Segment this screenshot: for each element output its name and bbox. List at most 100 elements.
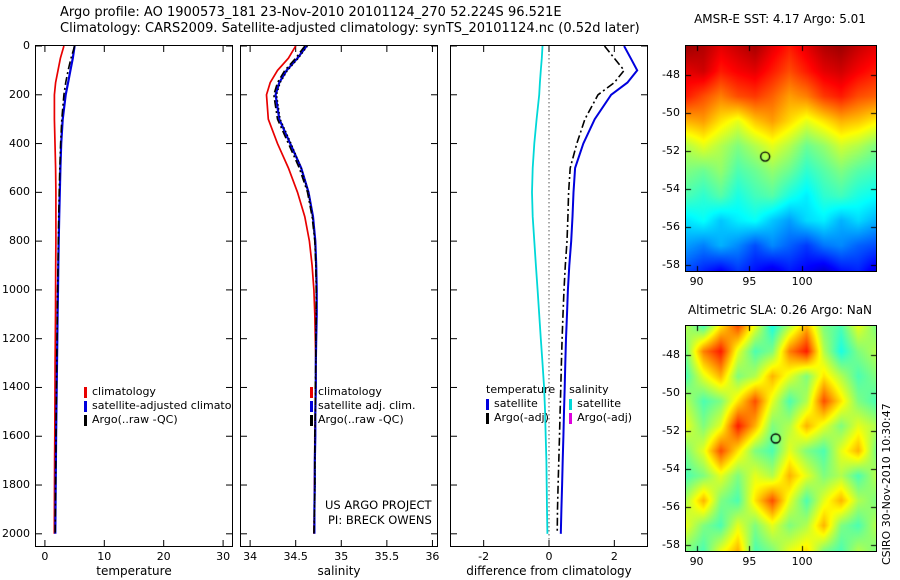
sst-map: 90 95 100 -48 -50 -52 -54 -56 -58 [662, 45, 877, 288]
legend-swatch [310, 400, 313, 412]
legend-item: satellite-adjusted climatology [84, 399, 231, 413]
series-satellite-adj-clim- [274, 46, 318, 534]
legend-item: Argo(..raw -QC) [84, 413, 231, 427]
legend-swatch [84, 400, 87, 412]
legend-label: Argo(..raw -QC) [318, 413, 404, 426]
temperature_profile-plot [36, 46, 232, 546]
difference-legend: temperature satellite Argo(-adj) salinity sa… [486, 383, 632, 425]
difference-profile-panel: -2 0 2 difference from climatology [450, 45, 648, 578]
series-climatology [265, 46, 317, 534]
legend-header: salinity [569, 383, 609, 396]
series-argo-raw-qc- [272, 46, 317, 534]
page-title: Argo profile: AO 1900573_181 23-Nov-2010… [60, 5, 562, 20]
tick-label: 36 [425, 550, 440, 563]
salinity-legend: climatology satellite adj. clim. Argo(..ra… [310, 385, 415, 427]
tick-label: 2000 [2, 526, 30, 540]
legend-label: climatology [92, 385, 156, 398]
pi-annotation: PI: BRECK OWENS [328, 513, 432, 527]
tick-label: -58 [662, 258, 680, 272]
legend-item: satellite adj. clim. [310, 399, 415, 413]
legend-item: climatology [310, 385, 415, 399]
legend-label: satellite adj. clim. [318, 399, 416, 412]
salinity-profile-panel: 34 34.5 35 35.5 36 salinity [240, 45, 439, 578]
tick-label: 95 [742, 275, 757, 288]
tick-label: 90 [689, 275, 704, 288]
tick-label: 0 [545, 550, 553, 563]
legend-swatch [84, 386, 87, 398]
legend-label: Argo(-adj) [577, 411, 633, 424]
series-salinity-satellite [531, 46, 549, 534]
tick-label: 0 [41, 550, 49, 563]
tick-label: 90 [689, 555, 704, 568]
legend-label: satellite [494, 397, 538, 410]
tick-label: 1800 [2, 478, 30, 492]
tick-label: 1000 [2, 282, 30, 296]
legend-label: Argo(..raw -QC) [92, 413, 178, 426]
series-temperature-argo-adj- [556, 46, 626, 534]
tick-label: 400 [9, 136, 30, 150]
sst-map-title: AMSR-E SST: 4.17 Argo: 5.01 [694, 12, 866, 26]
tick-label: 95 [742, 555, 757, 568]
series-argo-raw-qc- [54, 46, 76, 534]
legend-swatch [569, 412, 573, 424]
legend-swatch [486, 398, 489, 410]
tick-label: 30 [216, 550, 231, 563]
tick-label: 20 [156, 550, 171, 563]
x-axis-label: temperature [96, 564, 172, 578]
tick-label: 1200 [2, 331, 30, 345]
sla-map-title: Altimetric SLA: 0.26 Argo: NaN [687, 303, 873, 317]
legend-item: Argo(-adj) [486, 411, 555, 425]
tick-label: 10 [97, 550, 112, 563]
series-climatology [53, 46, 65, 534]
legend-column: salinity satellite Argo(-adj) [569, 383, 632, 425]
x-axis-label: salinity [317, 564, 361, 578]
legend-item: satellite [569, 397, 632, 411]
legend-item: Argo(..raw -QC) [310, 413, 415, 427]
legend-item: satellite [486, 397, 555, 411]
page-subtitle: Climatology: CARS2009. Satellite-adjuste… [60, 21, 640, 36]
tick-label: -52 [662, 143, 680, 157]
legend-swatch [310, 414, 313, 426]
tick-label: -48 [662, 347, 680, 361]
tick-label: 100 [791, 555, 813, 568]
legend-item: climatology [84, 385, 231, 399]
tick-label: 0 [23, 39, 30, 52]
legend-swatch [486, 412, 489, 424]
legend-swatch [569, 398, 573, 410]
tick-label: -54 [662, 462, 680, 475]
legend-header: temperature [486, 383, 556, 396]
tick-label: -50 [662, 385, 680, 399]
legend-label: climatology [318, 385, 382, 398]
csiro-credit: CSIRO 30-Nov-2010 10:30:47 [880, 403, 893, 565]
series-argo-raw [275, 46, 318, 534]
series-temperature-satellite [559, 46, 639, 534]
tick-label: 200 [9, 87, 30, 101]
sst_map-image [686, 46, 876, 271]
x-axis-label: difference from climatology [466, 564, 632, 578]
temperature-profile-panel: 0 10 20 30 0 200 400 600 800 1000 1200 1400 1600 1800… [2, 39, 233, 578]
tick-label: 35 [334, 550, 349, 563]
difference_profile-plot [451, 46, 647, 546]
project-annotation: US ARGO PROJECT [325, 498, 432, 512]
tick-label: -54 [662, 182, 680, 195]
tick-label: -2 [478, 550, 490, 563]
tick-label: -56 [662, 220, 680, 234]
legend-label: satellite-adjusted climatology [92, 399, 231, 412]
tick-label: -52 [662, 423, 680, 437]
salinity_profile-plot [241, 46, 437, 546]
tick-label: -56 [662, 500, 680, 514]
tick-label: -50 [662, 105, 680, 119]
tick-label: 800 [9, 234, 30, 248]
tick-label: 35.5 [374, 550, 400, 563]
tick-label: 34.5 [283, 550, 308, 563]
legend-label: Argo(-adj) [494, 411, 549, 424]
legend-column: temperature satellite Argo(-adj) [486, 383, 555, 425]
tick-label: 100 [791, 275, 813, 288]
tick-label: 600 [9, 185, 30, 199]
sla-map: 90 95 100 -48 -50 -52 -54 -56 -58 [662, 325, 877, 568]
legend-label: satellite [577, 397, 621, 410]
legend-swatch [310, 386, 313, 398]
tick-label: 1400 [2, 380, 30, 394]
